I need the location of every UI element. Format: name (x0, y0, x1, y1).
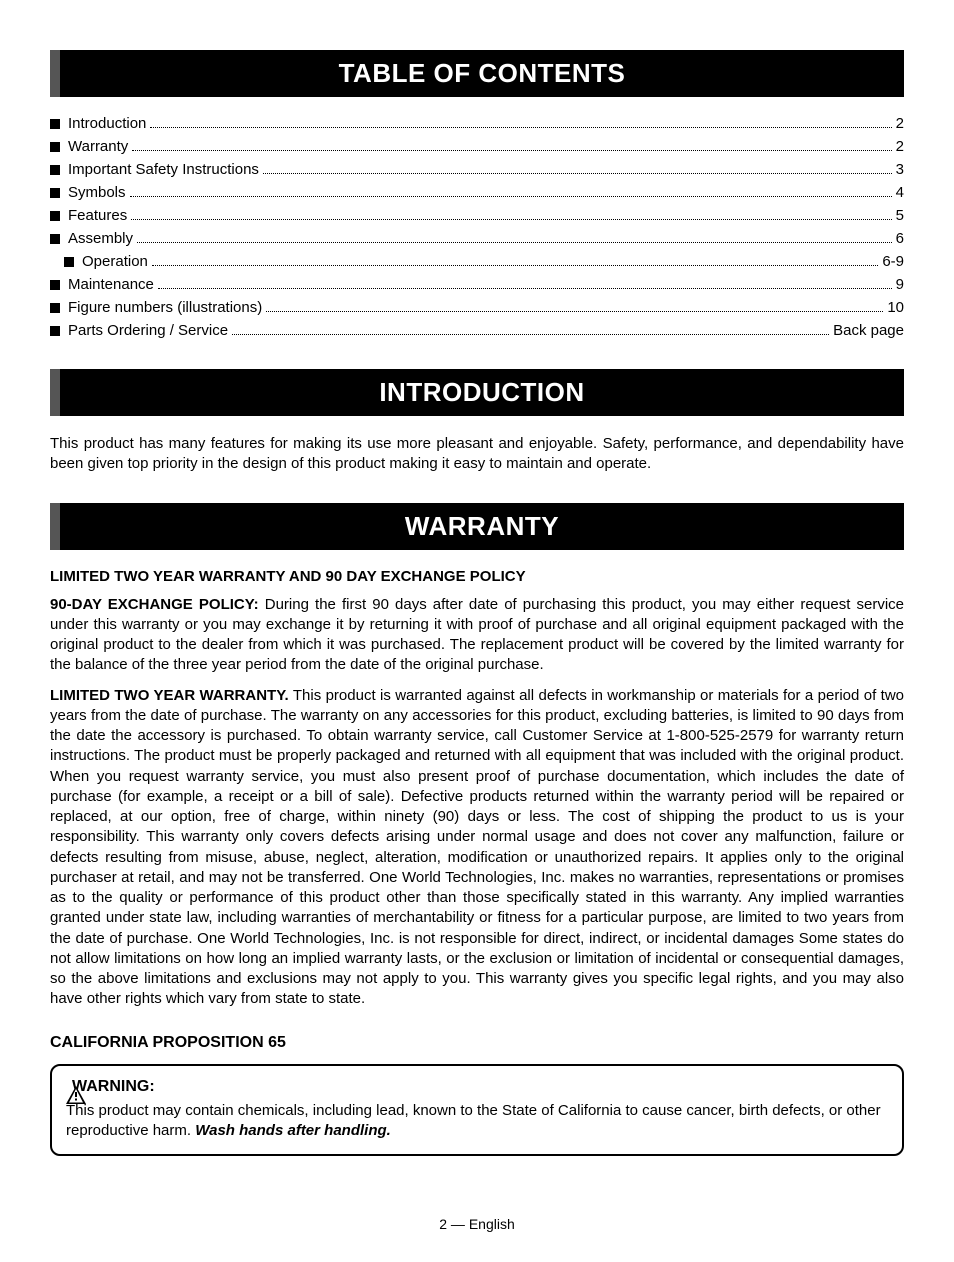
introduction-header: INTRODUCTION (50, 369, 904, 416)
toc-label: Figure numbers (illustrations) (68, 299, 262, 316)
toc-label: Introduction (68, 115, 146, 132)
toc-item: Symbols 4 (50, 184, 904, 201)
square-bullet-icon (50, 211, 60, 221)
warranty-para2-lead: LIMITED TWO YEAR WARRANTY. (50, 687, 289, 704)
toc-item: Warranty 2 (50, 138, 904, 155)
table-of-contents: Introduction 2 Warranty 2 Important Safety I… (50, 115, 904, 339)
introduction-text: This product has many features for makin… (50, 434, 904, 475)
toc-page: 5 (896, 207, 904, 224)
toc-page: 2 (896, 115, 904, 132)
toc-leader-dots (150, 116, 891, 128)
toc-leader-dots (232, 323, 829, 335)
toc-leader-dots (266, 300, 883, 312)
toc-label: Symbols (68, 184, 126, 201)
toc-item: Features 5 (50, 207, 904, 224)
toc-header: TABLE OF CONTENTS (50, 50, 904, 97)
toc-label: Parts Ordering / Service (68, 322, 228, 339)
toc-page: 9 (896, 276, 904, 293)
toc-page: 4 (896, 184, 904, 201)
warranty-header: WARRANTY (50, 503, 904, 550)
square-bullet-icon (50, 280, 60, 290)
warning-heading: WARNING: (66, 1076, 888, 1098)
toc-label: Assembly (68, 230, 133, 247)
toc-leader-dots (132, 139, 891, 151)
square-bullet-icon (50, 119, 60, 129)
toc-page: 10 (887, 299, 904, 316)
square-bullet-icon (50, 234, 60, 244)
toc-page: 6-9 (882, 253, 904, 270)
toc-page: Back page (833, 322, 904, 339)
toc-item: Figure numbers (illustrations) 10 (50, 299, 904, 316)
toc-label: Warranty (68, 138, 128, 155)
warning-box: WARNING: This product may contain chemic… (50, 1064, 904, 1156)
toc-page: 3 (896, 161, 904, 178)
toc-leader-dots (158, 277, 892, 289)
square-bullet-icon (64, 257, 74, 267)
toc-label: Maintenance (68, 276, 154, 293)
warranty-para1-lead: 90-DAY EXCHANGE POLICY: (50, 596, 259, 613)
toc-label: Features (68, 207, 127, 224)
toc-item: Parts Ordering / Service Back page (50, 322, 904, 339)
warranty-para2-body: This product is warranted against all de… (50, 687, 904, 1008)
warranty-limited-two-year: LIMITED TWO YEAR WARRANTY. This product … (50, 686, 904, 1010)
toc-item: Assembly 6 (50, 230, 904, 247)
toc-leader-dots (131, 208, 891, 220)
warning-body: This product may contain chemicals, incl… (66, 1102, 881, 1139)
toc-page: 6 (896, 230, 904, 247)
toc-label: Important Safety Instructions (68, 161, 259, 178)
toc-item: Important Safety Instructions 3 (50, 161, 904, 178)
square-bullet-icon (50, 188, 60, 198)
toc-label: Operation (82, 253, 148, 270)
square-bullet-icon (50, 303, 60, 313)
page-footer: 2 — English (50, 1216, 904, 1232)
toc-leader-dots (137, 231, 892, 243)
toc-item: Introduction 2 (50, 115, 904, 132)
square-bullet-icon (50, 326, 60, 336)
toc-item: Operation 6-9 (50, 253, 904, 270)
warranty-subheading: LIMITED TWO YEAR WARRANTY AND 90 DAY EXC… (50, 568, 904, 585)
warranty-exchange-policy: 90-DAY EXCHANGE POLICY: During the first… (50, 595, 904, 676)
toc-page: 2 (896, 138, 904, 155)
toc-leader-dots (130, 185, 892, 197)
prop65-heading: CALIFORNIA PROPOSITION 65 (50, 1034, 904, 1052)
square-bullet-icon (50, 165, 60, 175)
toc-leader-dots (263, 162, 892, 174)
toc-leader-dots (152, 254, 878, 266)
square-bullet-icon (50, 142, 60, 152)
warning-body-emphasis: Wash hands after handling. (195, 1122, 391, 1139)
toc-item: Maintenance 9 (50, 276, 904, 293)
